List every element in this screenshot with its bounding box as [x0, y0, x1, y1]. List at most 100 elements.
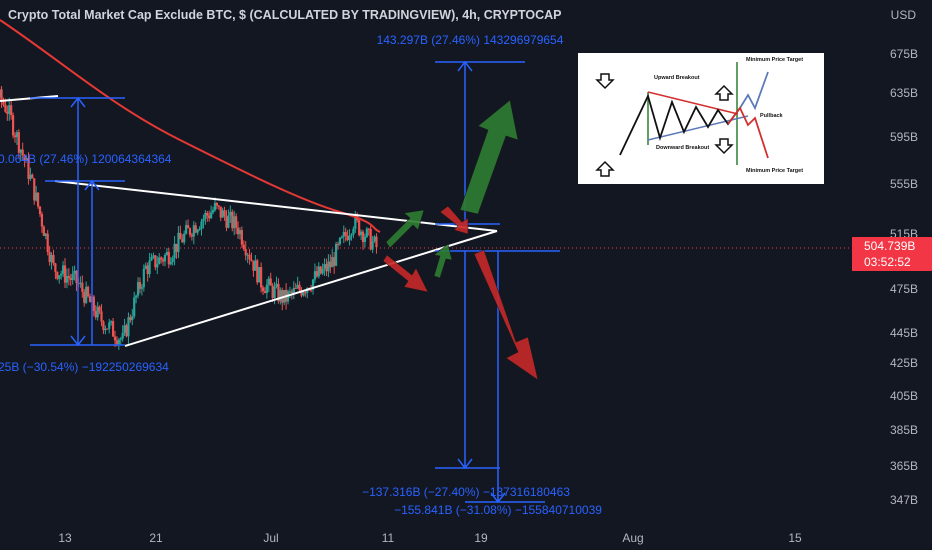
candle-body — [33, 178, 36, 201]
candle-body — [242, 244, 245, 250]
bull-arrow-small-1 — [385, 209, 425, 249]
candle-body — [238, 230, 242, 235]
candle-body — [319, 266, 322, 274]
candle-body — [206, 212, 209, 216]
measure-arrow-left-up-head — [70, 96, 86, 108]
candle-body — [136, 282, 140, 296]
candle-body — [269, 278, 272, 286]
measure-label-4: −137.316B (−27.40%) −137316180463 — [362, 485, 570, 499]
inset-arrow-down-small-icon — [714, 138, 734, 155]
candle-body — [173, 243, 176, 259]
candles-group — [0, 86, 378, 350]
candle-body — [127, 317, 130, 337]
candle-body — [363, 236, 367, 243]
candle-body — [148, 260, 151, 275]
candle-body — [108, 322, 111, 329]
candle-body — [100, 311, 103, 322]
candle-body — [133, 297, 136, 317]
candle-body — [261, 287, 265, 292]
x-tick-label: 15 — [788, 531, 802, 545]
candle-body — [117, 339, 120, 345]
candle-body — [119, 338, 122, 340]
candle-body — [331, 257, 334, 268]
candle-body — [204, 212, 207, 219]
candle-body — [263, 291, 267, 294]
candle-body — [92, 296, 95, 312]
y-tick-label: 405B — [890, 389, 918, 403]
candle-body — [0, 89, 3, 102]
candle-body — [0, 89, 1, 98]
inset-arrow-up-icon — [595, 160, 615, 177]
candle-body — [213, 202, 217, 211]
candle-body — [325, 264, 328, 272]
candle-body — [129, 317, 132, 321]
candle-body — [106, 328, 109, 330]
candle-body — [346, 235, 349, 241]
inset-breakout-down — [727, 106, 769, 159]
candle-body — [196, 229, 199, 233]
candle-body — [169, 262, 172, 265]
candle-body — [375, 236, 378, 248]
candle-body — [252, 260, 255, 271]
candle-body — [333, 257, 336, 266]
y-tick-label: 635B — [890, 86, 918, 100]
candle-body — [79, 282, 82, 284]
candle-body — [235, 216, 238, 228]
candle-body — [158, 257, 161, 265]
candle-body — [11, 115, 15, 136]
inset-label-upward: Upward Breakout — [654, 75, 700, 81]
bear-arrow-small-2 — [439, 205, 469, 235]
candle-body — [175, 243, 178, 252]
y-tick-label: 365B — [890, 459, 918, 473]
candle-body — [344, 231, 347, 236]
candle-body — [361, 231, 365, 243]
candle-body — [236, 227, 240, 235]
chart-title: Crypto Total Market Cap Exclude BTC, $ (… — [8, 8, 562, 22]
bear-arrow-small-1 — [382, 254, 429, 293]
candle-body — [223, 210, 226, 217]
measure-arrow-right-down2-head — [490, 492, 506, 504]
candle-body — [350, 234, 353, 236]
candle-body — [246, 254, 249, 256]
candle-body — [125, 325, 128, 337]
candle-body — [225, 216, 228, 228]
candle-body — [67, 276, 70, 279]
candle-body — [231, 211, 234, 229]
candle-body — [304, 292, 307, 294]
candle-body — [240, 230, 243, 245]
candle-body — [215, 202, 218, 206]
candle-body — [50, 254, 53, 262]
candle-body — [63, 265, 67, 283]
candle-body — [85, 286, 88, 303]
candle-body — [165, 251, 168, 255]
candle-body — [160, 257, 163, 260]
candle-body — [277, 283, 280, 302]
measure-arrow-right-up-head — [457, 60, 473, 72]
measure-label-5: −155.841B (−31.08%) −155840710039 — [394, 503, 602, 517]
candle-body — [323, 264, 326, 269]
y-tick-label: 425B — [890, 356, 918, 370]
candle-body — [227, 215, 230, 228]
candle-body — [254, 260, 257, 271]
candle-body — [329, 261, 332, 268]
candle-body — [210, 212, 213, 219]
candle-body — [338, 237, 342, 245]
candle-body — [279, 290, 282, 302]
y-tick-label: 595B — [890, 130, 918, 144]
candle-body — [369, 228, 372, 250]
candle-body — [98, 306, 101, 312]
y-tick-label: 475B — [890, 282, 918, 296]
inset-label-downward: Downward Breakout — [656, 145, 709, 151]
candle-body — [265, 284, 268, 294]
x-tick-label: 11 — [382, 531, 395, 545]
candle-body — [192, 225, 195, 237]
candle-body — [250, 259, 253, 261]
measure-arrow-right-down-head — [457, 458, 473, 470]
trendline-top-left — [0, 95, 59, 102]
candle-body — [113, 336, 117, 341]
inset-breakout-up — [739, 71, 769, 111]
candle-body — [19, 149, 22, 153]
candle-body — [188, 228, 192, 235]
